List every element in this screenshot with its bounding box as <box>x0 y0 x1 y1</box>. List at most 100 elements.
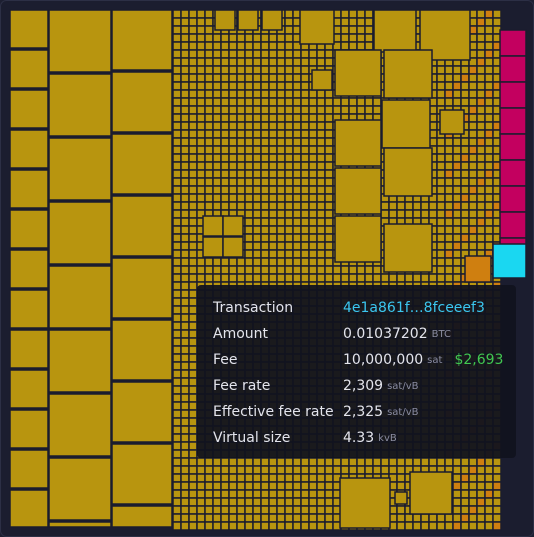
tx-cell <box>188 433 198 443</box>
tx-cell <box>220 57 230 67</box>
tx-cell <box>9 129 49 169</box>
tx-cell <box>204 33 214 43</box>
tx-cell <box>284 185 294 195</box>
tx-cell <box>268 233 278 243</box>
tx-cell <box>244 177 254 187</box>
tx-cell <box>348 33 358 43</box>
tx-cell <box>484 73 494 83</box>
tx-cell <box>300 521 310 531</box>
tx-cell <box>196 257 206 267</box>
tx-cell <box>276 465 286 475</box>
tx-cell <box>284 153 294 163</box>
tx-cell <box>260 121 270 131</box>
tx-cell <box>236 113 246 123</box>
tx-cell <box>228 65 238 75</box>
tx-cell <box>340 273 350 283</box>
tx-cell <box>484 49 494 59</box>
tx-cell <box>284 113 294 123</box>
tx-cell <box>180 305 190 315</box>
tx-cell <box>204 497 214 507</box>
tx-cell <box>276 249 286 259</box>
tx-cell <box>260 209 270 219</box>
tx-cell <box>172 257 182 267</box>
tx-cell <box>476 185 486 195</box>
tx-cell <box>308 129 318 139</box>
tx-cell <box>188 401 198 411</box>
tx-cell <box>476 129 486 139</box>
tx-cell <box>468 201 478 211</box>
tx-cell <box>436 273 446 283</box>
tx-cell <box>444 513 454 523</box>
tx-cell <box>188 89 198 99</box>
tx-cell <box>436 265 446 275</box>
tx-cell <box>180 161 190 171</box>
tx-cell <box>180 465 190 475</box>
tx-cell <box>172 297 182 307</box>
tx-cell <box>468 217 478 227</box>
tx-cell <box>460 481 470 491</box>
tx-cell <box>196 121 206 131</box>
tx-cell <box>484 201 494 211</box>
tx-cell <box>172 9 182 19</box>
tx-cell <box>276 217 286 227</box>
tx-cell <box>476 233 486 243</box>
tx-cell <box>324 241 334 251</box>
tx-cell <box>9 49 49 89</box>
tx-cell <box>444 97 454 107</box>
tx-cell <box>212 457 222 467</box>
tx-cell <box>284 521 294 531</box>
tx-cell <box>228 89 238 99</box>
tx-cell <box>188 201 198 211</box>
tx-cell <box>260 217 270 227</box>
tx-cell <box>452 233 462 243</box>
tx-cell <box>244 457 254 467</box>
tx-cell <box>499 55 527 83</box>
tx-cell <box>236 201 246 211</box>
tx-cell <box>476 33 486 43</box>
tx-cell <box>252 73 262 83</box>
tx-cell <box>484 489 494 499</box>
tx-cell <box>460 505 470 515</box>
tx-cell <box>452 65 462 75</box>
tx-cell <box>499 29 527 57</box>
tx-cell <box>196 273 206 283</box>
tx-cell <box>268 33 278 43</box>
tx-cell <box>348 25 358 35</box>
tx-cell <box>172 337 182 347</box>
tx-cell <box>172 57 182 67</box>
tx-cell <box>284 257 294 267</box>
row-value-line: 0.01037202 BTC <box>343 326 451 342</box>
tx-cell <box>188 297 198 307</box>
tx-cell <box>236 169 246 179</box>
tx-cell <box>356 265 366 275</box>
tx-cell <box>180 129 190 139</box>
tx-cell <box>244 241 254 251</box>
tx-cell <box>188 65 198 75</box>
tx-cell <box>276 185 286 195</box>
row-fiat: $2,693 <box>454 352 503 368</box>
tx-cell <box>196 49 206 59</box>
tx-cell <box>260 481 270 491</box>
tx-cell <box>340 265 350 275</box>
tx-cell <box>252 497 262 507</box>
tx-cell <box>196 265 206 275</box>
tx-cell <box>204 521 214 531</box>
tx-cell <box>388 465 398 475</box>
tx-cell <box>284 145 294 155</box>
tx-cell <box>196 9 206 19</box>
tx-cell <box>444 457 454 467</box>
tx-cell <box>409 471 453 515</box>
tx-cell <box>276 97 286 107</box>
tx-cell <box>468 521 478 531</box>
tx-cell <box>324 217 334 227</box>
tx-cell <box>308 169 318 179</box>
tx-cell <box>196 65 206 75</box>
tx-cell <box>204 201 214 211</box>
tx-cell <box>172 489 182 499</box>
tx-cell <box>268 201 278 211</box>
tx-cell <box>460 177 470 187</box>
tx-cell <box>228 105 238 115</box>
tx-cell <box>212 137 222 147</box>
tx-cell <box>196 41 206 51</box>
tx-cell <box>172 385 182 395</box>
